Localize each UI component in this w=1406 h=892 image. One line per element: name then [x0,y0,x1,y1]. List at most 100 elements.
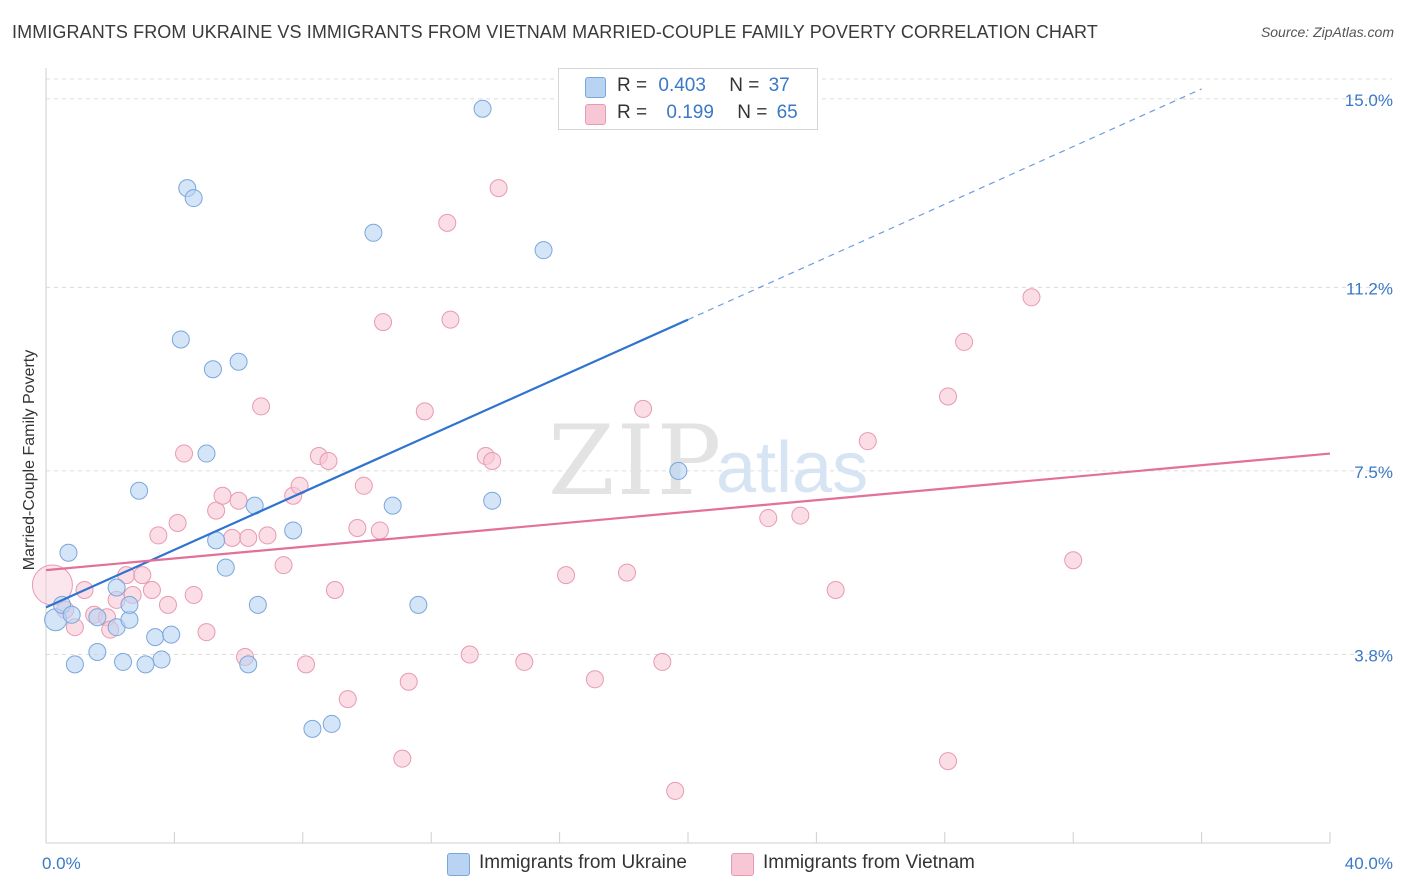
source-label: Source: ZipAtlas.com [1260,24,1394,40]
x-tick-label-max: 40.0% [1345,854,1393,873]
data-point-vietnam [207,501,226,520]
legend-n-value-vietnam: 65 [776,102,798,123]
data-point-ukraine [239,655,258,674]
data-point-ukraine [284,521,303,540]
data-point-vietnam [274,556,293,575]
data-point-vietnam [634,399,653,418]
data-point-vietnam [374,313,393,332]
data-point-ukraine [184,189,203,208]
data-point-vietnam [460,645,479,664]
data-point-ukraine [152,650,171,669]
data-point-vietnam [393,749,412,768]
data-point-ukraine [146,628,165,647]
data-point-ukraine [65,655,84,674]
data-point-vietnam [370,521,389,540]
data-point-ukraine [171,330,190,349]
data-point-ukraine [162,625,181,644]
data-point-vietnam [618,563,637,582]
data-point-ukraine [130,481,149,500]
data-point-vietnam [1064,551,1083,570]
data-point-ukraine [120,595,139,614]
chart-title: IMMIGRANTS FROM UKRAINE VS IMMIGRANTS FR… [12,22,1098,42]
data-point-vietnam [175,444,194,463]
data-point-ukraine [229,352,248,371]
bottom-legend-swatch-ukraine [447,853,470,876]
axes [45,68,1331,844]
y-tick-label: 3.8% [1354,646,1393,665]
data-point-vietnam [399,672,418,691]
data-point-vietnam [354,476,373,495]
data-point-vietnam [258,526,277,545]
data-point-vietnam [325,580,344,599]
watermark-atlas: atlas [716,428,868,508]
data-point-ukraine [136,655,155,674]
data-point-vietnam [319,452,338,470]
data-point-vietnam [438,213,457,232]
watermark-zip: ZIP [548,405,723,517]
data-point-vietnam [338,690,357,709]
data-point-ukraine [62,605,81,624]
data-point-vietnam [666,781,685,800]
data-point-ukraine [409,595,428,614]
bottom-legend-label-ukraine: Immigrants from Ukraine [479,852,687,873]
data-point-vietnam [939,752,958,771]
legend-r-label: R = [617,102,648,123]
legend-n-value-ukraine: 37 [768,75,790,96]
legend-swatch-ukraine [585,77,606,98]
y-tick-label: 15.0% [1345,91,1393,110]
data-point-vietnam [955,332,974,351]
trend-lines [45,88,1331,609]
data-point-vietnam [158,595,177,614]
data-point-ukraine [59,543,78,562]
watermark: ZIP atlas [548,405,868,517]
data-point-vietnam [197,623,216,642]
gridlines [46,78,1392,655]
data-point-vietnam [939,387,958,406]
trend-line-ukraine-extension [687,88,1202,321]
data-point-ukraine [107,578,126,597]
data-point-vietnam [826,580,845,599]
series-ukraine-points [44,99,688,738]
data-point-vietnam [223,528,242,547]
legend-n-label: N = [737,102,768,123]
data-point-vietnam [213,486,232,505]
correlation-legend: R = 0.403 N = 37 R = 0.199 N = 65 [558,68,818,130]
legend-n-label: N = [729,75,760,96]
data-point-vietnam [489,179,508,198]
data-point-ukraine [248,595,267,614]
data-point-vietnam [653,652,672,671]
data-point-vietnam [184,585,203,604]
data-point-vietnam [149,526,168,545]
data-point-ukraine [364,223,383,242]
x-tick-label-min: 0.0% [42,854,81,873]
data-point-ukraine [669,461,688,480]
data-point-vietnam [858,432,877,451]
legend-r-value-vietnam: 0.199 [666,102,714,123]
series-vietnam-points [31,179,1083,800]
data-point-vietnam [252,397,271,416]
bottom-legend-swatch-vietnam [731,853,754,876]
data-point-vietnam [348,518,367,537]
data-point-ukraine [197,444,216,463]
data-point-vietnam [239,528,258,547]
data-point-ukraine [216,558,235,577]
data-point-vietnam [441,310,460,329]
data-point-vietnam [483,452,502,470]
y-tick-label: 11.2% [1346,279,1393,298]
tick-labels: 3.8% 7.5% 11.2% 15.0% 0.0% 40.0% [42,91,1393,873]
data-point-vietnam [759,509,778,528]
data-point-ukraine [203,360,222,379]
legend-r-label: R = [617,75,648,96]
data-point-vietnam [1022,288,1041,307]
bottom-legend-label-vietnam: Immigrants from Vietnam [763,852,975,873]
legend-swatch-vietnam [585,104,606,125]
data-point-ukraine [303,719,322,738]
data-point-vietnam [168,514,187,533]
data-point-vietnam [142,580,161,599]
data-point-vietnam [791,506,810,525]
data-point-ukraine [383,496,402,515]
data-point-vietnam [415,402,434,421]
y-tick-label: 7.5% [1354,463,1393,482]
data-point-vietnam [297,655,316,674]
